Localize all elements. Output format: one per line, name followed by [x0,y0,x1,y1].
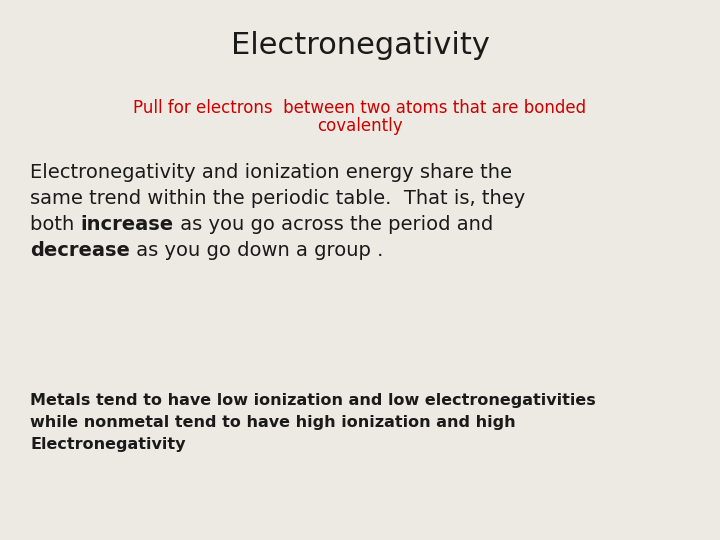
Text: Pull for electrons  between two atoms that are bonded: Pull for electrons between two atoms tha… [133,99,587,117]
Text: covalently: covalently [318,117,402,135]
Text: Electronegativity: Electronegativity [30,436,186,451]
Text: as you go down a group .: as you go down a group . [130,240,383,260]
Text: while nonmetal tend to have high ionization and high: while nonmetal tend to have high ionizat… [30,415,516,429]
Text: Electronegativity and ionization energy share the: Electronegativity and ionization energy … [30,163,512,181]
Text: decrease: decrease [30,240,130,260]
Text: as you go across the period and: as you go across the period and [174,214,493,233]
Text: both: both [30,214,81,233]
Text: Metals tend to have low ionization and low electronegativities: Metals tend to have low ionization and l… [30,393,595,408]
Text: same trend within the periodic table.  That is, they: same trend within the periodic table. Th… [30,188,526,207]
Text: Electronegativity: Electronegativity [230,30,490,59]
Text: increase: increase [81,214,174,233]
